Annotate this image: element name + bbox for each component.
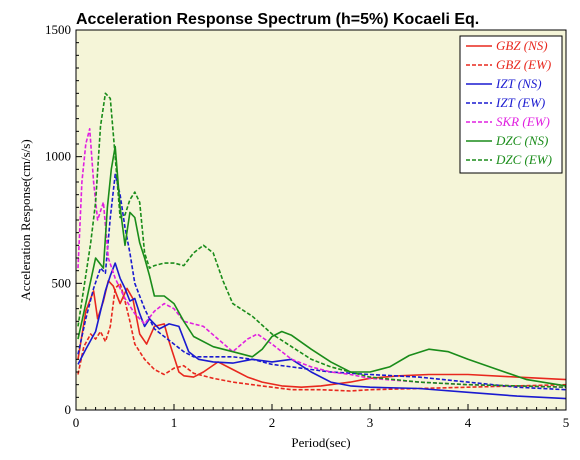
- series-layer: [77, 92, 567, 400]
- chart-title: Acceleration Response Spectrum (h=5%) Ko…: [76, 11, 479, 28]
- legend-label: GBZ (NS): [496, 38, 548, 53]
- series-line-6: [77, 92, 567, 388]
- x-axis-label: Period(sec): [291, 435, 350, 450]
- series-line-2: [77, 262, 567, 400]
- x-tick-label: 1: [171, 415, 178, 430]
- legend-label: DZC (EW): [495, 152, 552, 167]
- x-axis: 0 1 2 3 4 5: [73, 404, 570, 430]
- series-line-0: [77, 280, 567, 388]
- x-tick-label: 0: [73, 415, 80, 430]
- x-tick-label: 5: [563, 415, 570, 430]
- x-tick-label: 4: [465, 415, 472, 430]
- legend-label: IZT (EW): [495, 95, 545, 110]
- y-tick-label: 1000: [45, 149, 71, 164]
- legend: GBZ (NS) GBZ (EW) IZT (NS) IZT (EW) SKR (EW)…: [459, 35, 563, 174]
- x-tick-label: 2: [269, 415, 276, 430]
- y-tick-label: 500: [52, 275, 72, 290]
- y-axis: 0 500 1000 1500: [45, 22, 82, 417]
- y-tick-label: 0: [65, 402, 72, 417]
- legend-box: [459, 35, 563, 174]
- legend-label: DZC (NS): [495, 133, 548, 148]
- legend-label: IZT (NS): [495, 76, 542, 91]
- series-line-5: [77, 145, 567, 387]
- series-line-4: [77, 128, 567, 388]
- series-line-3: [77, 173, 567, 391]
- x-tick-label: 3: [367, 415, 374, 430]
- series-line-1: [77, 282, 567, 392]
- legend-label: GBZ (EW): [496, 57, 551, 72]
- y-axis-label: Acceleration Response(cm/s/s): [18, 139, 33, 300]
- y-tick-label: 1500: [45, 22, 71, 37]
- legend-label: SKR (EW): [496, 114, 550, 129]
